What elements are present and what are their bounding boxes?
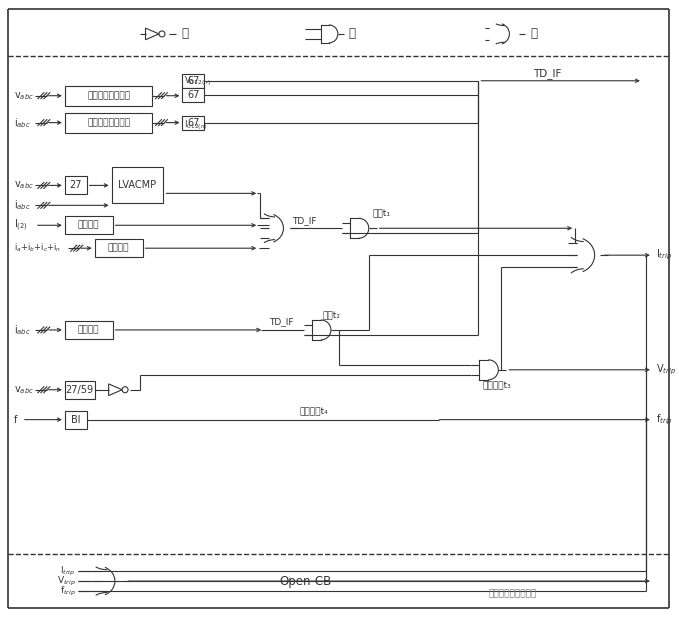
Text: V$_{012(n)}$: V$_{012(n)}$	[185, 74, 211, 88]
Text: Open-CB: Open-CB	[279, 574, 331, 587]
Text: v$_{abc}$: v$_{abc}$	[14, 90, 34, 102]
Text: TD_IF: TD_IF	[293, 216, 317, 225]
Text: 延时t₁: 延时t₁	[373, 210, 390, 219]
Bar	[65, 113, 153, 133]
Text: i$_{abc}$: i$_{abc}$	[14, 323, 31, 337]
Text: f$_{trip}$: f$_{trip}$	[656, 412, 673, 427]
Text: Bl: Bl	[71, 415, 81, 424]
Text: 零、正、负序计算: 零、正、负序计算	[87, 91, 130, 100]
Text: 或: 或	[530, 27, 537, 41]
Text: f: f	[14, 415, 18, 424]
Bar	[65, 381, 94, 399]
Text: i$_a$+i$_b$+i$_c$+i$_n$: i$_a$+i$_b$+i$_c$+i$_n$	[14, 242, 61, 254]
Text: f$_{trip}$: f$_{trip}$	[60, 584, 76, 598]
Text: 负序过流: 负序过流	[78, 221, 99, 230]
Text: 与: 与	[349, 27, 356, 41]
Text: v$_{abc}$: v$_{abc}$	[14, 384, 34, 395]
Bar	[65, 176, 87, 194]
Bar	[111, 167, 164, 204]
Bar	[183, 115, 204, 130]
Text: I$_{012(n)}$: I$_{012(n)}$	[185, 118, 208, 131]
Bar	[183, 74, 204, 88]
Text: i$_{abc}$: i$_{abc}$	[14, 199, 31, 212]
Text: 27/59: 27/59	[66, 385, 94, 395]
Text: 67: 67	[187, 118, 200, 128]
Text: 否: 否	[181, 27, 188, 41]
Text: TD_IF: TD_IF	[269, 318, 293, 326]
Text: 零、正、负序计算: 零、正、负序计算	[87, 118, 130, 127]
Text: I$_{trip}$: I$_{trip}$	[60, 565, 76, 578]
Bar	[65, 217, 113, 234]
Bar	[183, 88, 204, 102]
Text: 延时t₂: 延时t₂	[323, 312, 341, 320]
Text: TD_IF: TD_IF	[533, 68, 562, 79]
Text: 分布式发电与微电网: 分布式发电与微电网	[488, 590, 536, 598]
Text: 27: 27	[69, 180, 82, 191]
Text: v$_{abc}$: v$_{abc}$	[14, 180, 34, 191]
Text: V$_{trip}$: V$_{trip}$	[57, 574, 76, 587]
Text: V$_{trip}$: V$_{trip}$	[656, 363, 676, 377]
Bar	[94, 239, 143, 257]
Text: 67: 67	[187, 89, 200, 100]
Bar	[65, 411, 87, 429]
Text: I$_{trip}$: I$_{trip}$	[656, 248, 672, 262]
Text: 67: 67	[187, 76, 200, 86]
Text: I$_{(2)}$: I$_{(2)}$	[14, 218, 28, 233]
Bar	[65, 86, 153, 106]
Text: 接地过流: 接地过流	[108, 244, 130, 253]
Bar	[65, 321, 113, 339]
Text: LVACMP: LVACMP	[118, 180, 157, 191]
Text: 查表延时t₄: 查表延时t₄	[299, 407, 328, 416]
Text: 查表延时t₃: 查表延时t₃	[482, 381, 511, 390]
Text: i$_{abc}$: i$_{abc}$	[14, 116, 31, 130]
Text: 过载保护: 过载保护	[78, 325, 99, 334]
